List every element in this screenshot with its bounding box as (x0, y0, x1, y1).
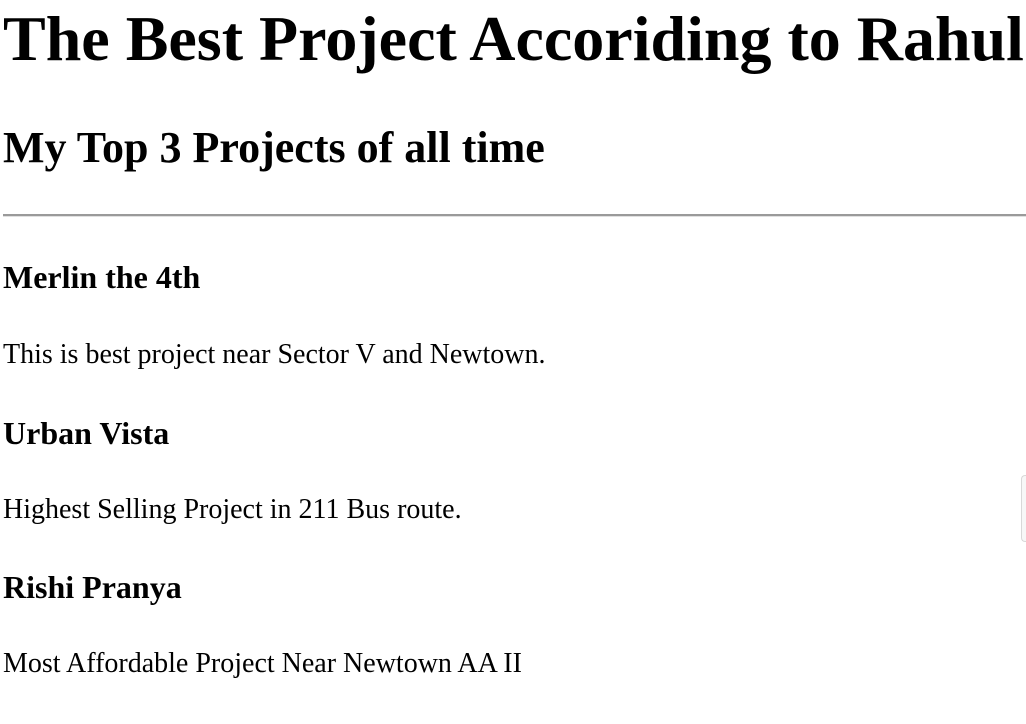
project-description: Highest Selling Project in 211 Bus route… (3, 494, 462, 525)
project-name: Urban Vista (3, 415, 170, 451)
divider (3, 214, 1026, 217)
project-description: Most Affordable Project Near Newtown AA … (3, 648, 522, 679)
project-name: Rishi Pranya (3, 569, 182, 605)
side-panel-handle[interactable] (1021, 475, 1026, 542)
page-subtitle: My Top 3 Projects of all time (3, 123, 545, 172)
page-title: The Best Project Accoriding to Rahul (3, 3, 1024, 74)
project-item: Rishi Pranya Most Affordable Project Nea… (3, 567, 1026, 682)
project-description: This is best project near Sector V and N… (3, 339, 546, 370)
project-item: Urban Vista Highest Selling Project in 2… (3, 413, 1026, 528)
project-name: Merlin the 4th (3, 259, 201, 295)
project-item: Merlin the 4th This is best project near… (3, 257, 1026, 373)
